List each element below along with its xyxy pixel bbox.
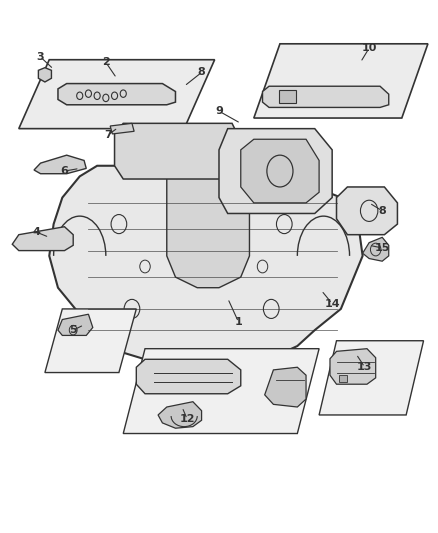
Text: 9: 9 [215, 106, 223, 116]
Polygon shape [19, 60, 215, 128]
Text: 8: 8 [198, 68, 205, 77]
Polygon shape [39, 68, 51, 82]
Polygon shape [12, 227, 73, 251]
FancyBboxPatch shape [339, 375, 347, 382]
Polygon shape [254, 44, 428, 118]
Text: 7: 7 [104, 130, 112, 140]
Text: 15: 15 [374, 243, 390, 253]
Polygon shape [58, 314, 93, 335]
Text: 4: 4 [32, 227, 40, 237]
FancyBboxPatch shape [279, 91, 297, 103]
Polygon shape [330, 349, 376, 384]
Polygon shape [110, 123, 134, 134]
Polygon shape [363, 237, 389, 261]
Polygon shape [241, 139, 319, 203]
Polygon shape [123, 349, 319, 433]
Polygon shape [34, 155, 86, 174]
Polygon shape [336, 187, 397, 235]
Polygon shape [265, 367, 306, 407]
Text: 12: 12 [180, 414, 195, 424]
Text: 6: 6 [60, 166, 68, 176]
Polygon shape [58, 84, 176, 105]
Text: 8: 8 [378, 206, 386, 216]
Text: 5: 5 [69, 325, 77, 335]
Polygon shape [319, 341, 424, 415]
Text: 1: 1 [235, 317, 243, 327]
Text: 14: 14 [325, 298, 340, 309]
Text: 10: 10 [361, 43, 377, 53]
Polygon shape [49, 166, 363, 367]
Polygon shape [219, 128, 332, 214]
Text: 3: 3 [37, 52, 44, 62]
Text: 2: 2 [102, 58, 110, 67]
Polygon shape [262, 86, 389, 108]
Polygon shape [158, 402, 201, 428]
Text: 13: 13 [357, 362, 372, 372]
Polygon shape [167, 171, 250, 288]
Polygon shape [115, 123, 245, 179]
Polygon shape [136, 359, 241, 394]
Polygon shape [45, 309, 136, 373]
